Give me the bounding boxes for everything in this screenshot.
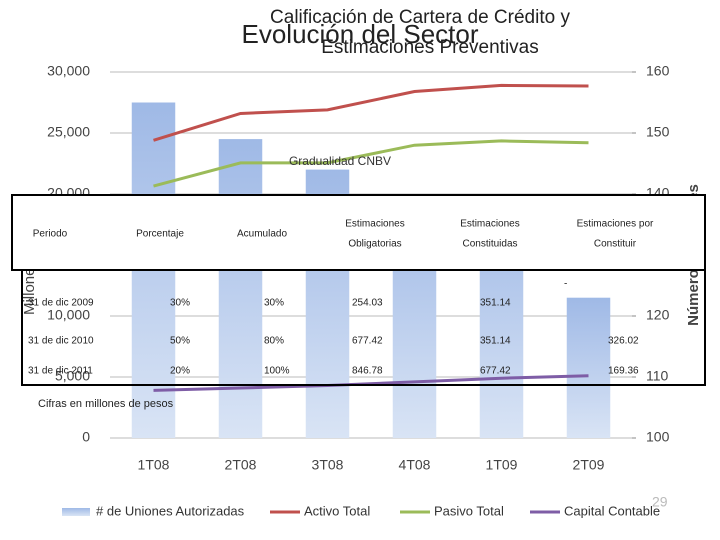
x-tick-label: 2T09 bbox=[573, 457, 605, 473]
legend-label: Capital Contable bbox=[564, 503, 660, 518]
table-cell: 254.03 bbox=[352, 298, 383, 309]
table: Periodo Porcentaje Acumulado Estimaciones Ob… bbox=[28, 219, 654, 377]
table-cell: 677.42 bbox=[480, 366, 511, 377]
table-header: Porcentaje bbox=[136, 229, 184, 240]
y2-tick-label: 120 bbox=[646, 307, 670, 323]
y-tick-label: 5,000 bbox=[55, 368, 90, 384]
x-tick-label: 3T08 bbox=[312, 457, 344, 473]
table-cell: 80% bbox=[264, 336, 284, 347]
table-dash: - bbox=[564, 279, 567, 290]
table-cell: 30% bbox=[264, 298, 284, 309]
bar bbox=[566, 297, 611, 438]
table-box bbox=[21, 269, 706, 386]
table-header: Estimaciones por bbox=[577, 219, 654, 230]
table-cell: 351.14 bbox=[480, 336, 511, 347]
legend-label: Activo Total bbox=[304, 503, 370, 518]
x-tick-label: 1T09 bbox=[486, 457, 518, 473]
overlay-title: Estimaciones Preventivas bbox=[321, 37, 539, 58]
table-cell: 31 de dic 2010 bbox=[28, 336, 94, 347]
line-series bbox=[153, 139, 589, 188]
line-series bbox=[153, 83, 589, 142]
table-header: Constituidas bbox=[462, 239, 517, 250]
table-cell: 169.36 bbox=[608, 366, 639, 377]
y2-tick-label: 100 bbox=[646, 429, 670, 445]
table-header: Constituir bbox=[594, 239, 637, 250]
table-cell: 677.42 bbox=[352, 336, 383, 347]
table-header: Obligatorias bbox=[348, 239, 401, 250]
line-series bbox=[153, 374, 589, 392]
chart-title: Evolución del Sector bbox=[241, 19, 478, 49]
note: Cifras en millones de pesos bbox=[38, 398, 174, 410]
table-header-box bbox=[11, 194, 706, 271]
y2-tick-label: 160 bbox=[646, 63, 670, 79]
legend-label: # de Uniones Autorizadas bbox=[96, 503, 245, 518]
table-cell: 30% bbox=[170, 298, 190, 309]
legend: # de Uniones Autorizadas Activo Total Pasi… bbox=[62, 503, 660, 518]
table-cell: 31 de dic 2009 bbox=[28, 298, 94, 309]
table-cell: 31 de dic 2011 bbox=[28, 366, 93, 377]
legend-swatch bbox=[62, 508, 90, 516]
legend-label: Pasivo Total bbox=[434, 503, 504, 518]
x-tick-label: 1T08 bbox=[138, 457, 170, 473]
x-tick-label: 2T08 bbox=[225, 457, 257, 473]
overlay-title: Calificación de Cartera de Crédito y bbox=[270, 7, 570, 28]
page-number: 29 bbox=[652, 494, 668, 510]
x-tick-label: 4T08 bbox=[399, 457, 431, 473]
y-tick-label: 25,000 bbox=[47, 124, 90, 140]
y-tick-label: 10,000 bbox=[47, 307, 90, 323]
bars bbox=[131, 102, 611, 438]
table-header: Estimaciones bbox=[460, 219, 519, 230]
y-tick-label: 30,000 bbox=[47, 63, 90, 79]
table-header: Acumulado bbox=[237, 229, 287, 240]
lines bbox=[153, 83, 589, 392]
table-header: Periodo bbox=[33, 229, 68, 240]
table-cell: 326.02 bbox=[608, 336, 639, 347]
table-cell: 20% bbox=[170, 366, 190, 377]
table-header: Estimaciones bbox=[345, 219, 404, 230]
y2-tick-label: 150 bbox=[646, 124, 670, 140]
table-cell: 50% bbox=[170, 336, 190, 347]
table-cell: 351.14 bbox=[480, 298, 511, 309]
table-cell: 100% bbox=[264, 366, 290, 377]
y2-tick-label: 110 bbox=[646, 368, 669, 384]
y-tick-label: 0 bbox=[82, 429, 90, 445]
table-cell: 846.78 bbox=[352, 366, 383, 377]
annotation: Gradualidad CNBV bbox=[289, 154, 391, 168]
bar bbox=[218, 139, 263, 438]
